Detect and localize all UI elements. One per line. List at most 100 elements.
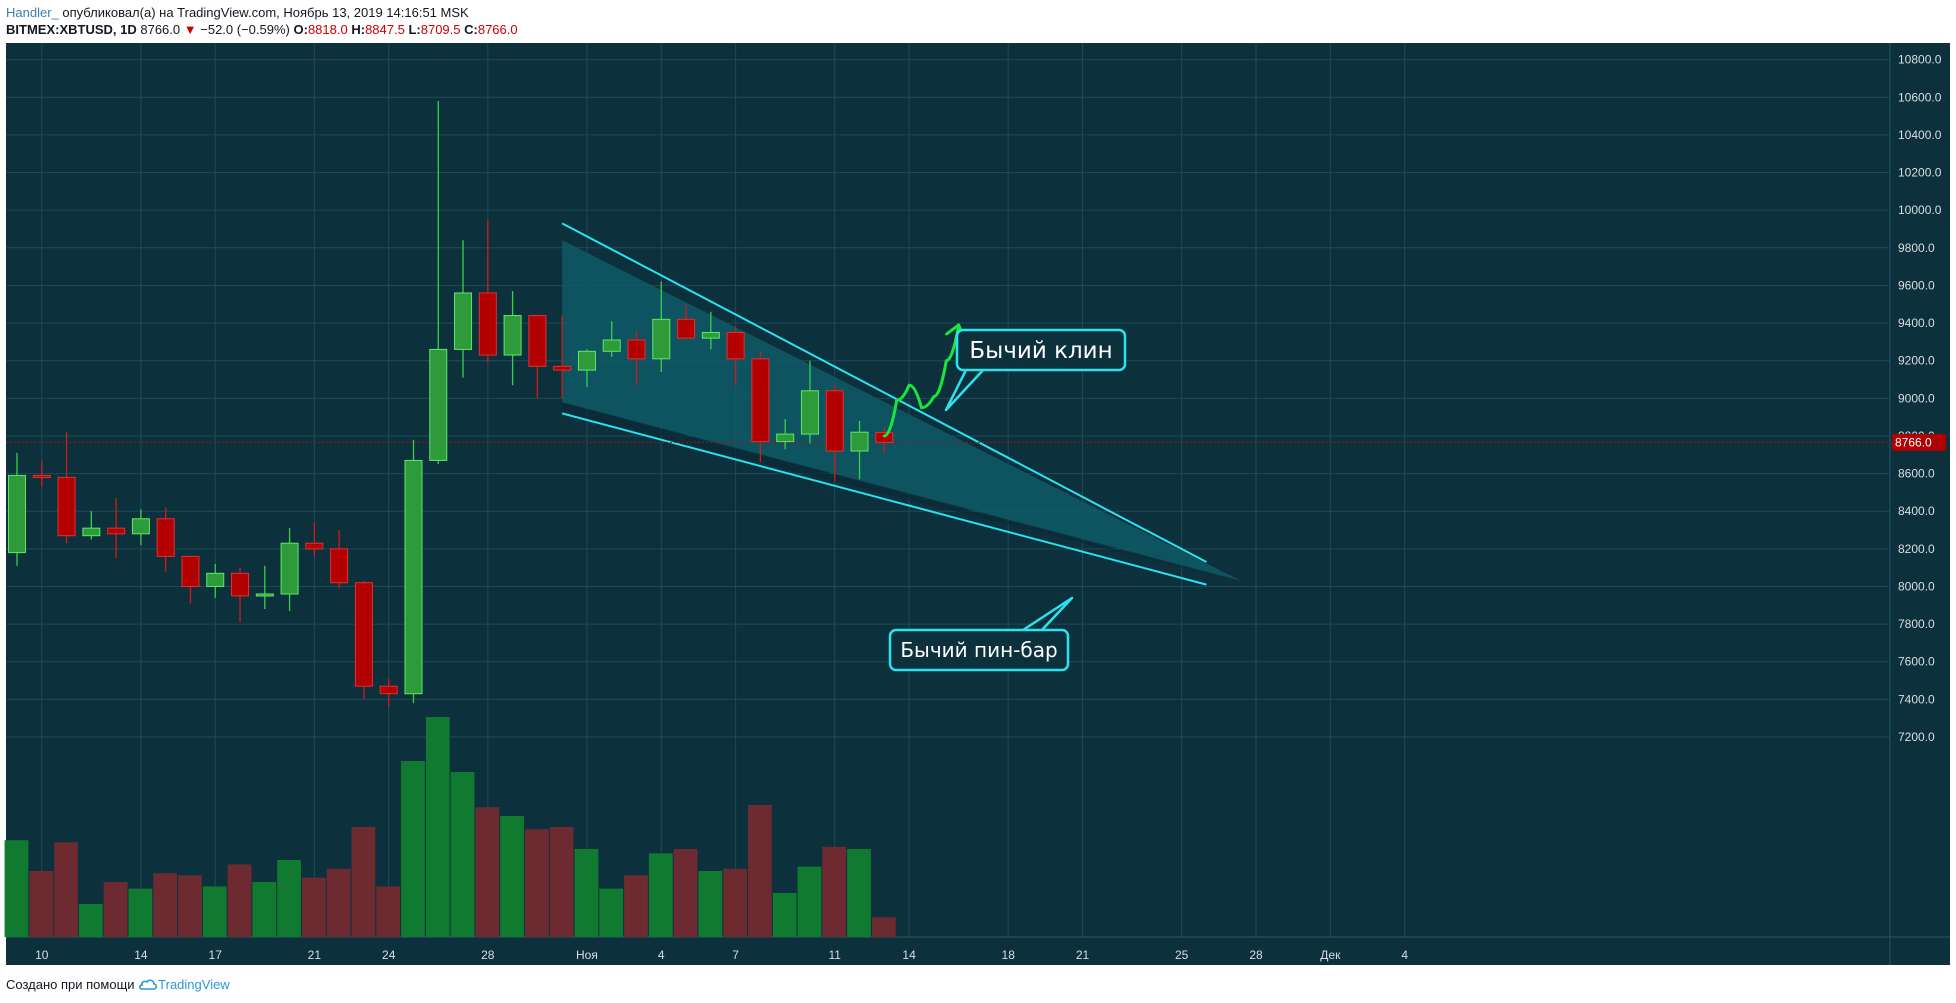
volume-bar [178, 875, 202, 937]
volume-bar [376, 886, 401, 937]
wedge-shadow [562, 403, 1242, 583]
x-tick-label: Ноя [576, 948, 598, 962]
callout-bullish-pin-bar[interactable]: Бычий пин-бар [888, 596, 1074, 672]
last-price-tag: 8766.0 [1892, 433, 1946, 451]
y-tick-label: 9200.0 [1898, 354, 1935, 368]
y-tick-label: 7400.0 [1898, 692, 1935, 706]
symbol-name: BITMEX:XBTUSD, 1D [6, 22, 137, 37]
candle-body [553, 365, 572, 371]
x-tick-label: 17 [209, 948, 223, 962]
y-tick-label: 9400.0 [1898, 316, 1935, 330]
y-tick-label: 10200.0 [1898, 166, 1942, 180]
high-value: 8847.5 [365, 22, 405, 37]
candle-body [677, 318, 696, 339]
candle-body [280, 542, 299, 595]
candle-body [454, 292, 473, 350]
y-tick-label: 10800.0 [1898, 53, 1942, 67]
y-tick-label: 10600.0 [1898, 90, 1942, 104]
x-tick-label: 24 [382, 948, 396, 962]
candle-body [726, 331, 745, 360]
volume-bar [153, 873, 178, 937]
high-label: H: [351, 22, 366, 37]
candle-body [776, 433, 795, 443]
volume-bar [500, 816, 524, 937]
wedge-fill [562, 240, 1242, 581]
x-tick-label: 10 [35, 948, 49, 962]
candle-body [602, 339, 621, 352]
low-value: 8709.5 [420, 22, 461, 37]
volume-bar [401, 761, 425, 937]
volume-bar [301, 877, 326, 937]
callout-bullish-wedge[interactable]: Бычий клин [944, 328, 1127, 412]
y-tick-label: 9800.0 [1898, 241, 1935, 255]
volume-bar [326, 868, 351, 937]
x-tick-label: 28 [1249, 948, 1263, 962]
created-with-text: Создано при помощи [6, 977, 135, 992]
candle-body [131, 518, 150, 535]
volume-bar [599, 888, 624, 937]
volume-bar [723, 868, 748, 937]
candle-body [8, 474, 26, 554]
volume-bar [54, 842, 78, 937]
author-link[interactable]: Handler_ [6, 5, 59, 20]
volume-bar [450, 772, 475, 937]
footer: Создано при помощи TradingView [6, 977, 230, 992]
candle-body [231, 572, 250, 597]
tradingview-cloud-icon[interactable] [138, 977, 158, 992]
y-tick-label: 9600.0 [1898, 278, 1935, 292]
volume-bar [698, 871, 723, 937]
volume-bar [351, 827, 376, 937]
volume-bar [822, 846, 847, 937]
candle-body [652, 318, 671, 360]
last-price: 8766.0 [140, 22, 181, 37]
y-tick-label: 8600.0 [1898, 467, 1935, 481]
volume-bar [29, 871, 54, 937]
candle-body [57, 476, 76, 537]
y-tick-label: 10000.0 [1898, 203, 1942, 217]
price-tag-box [1892, 433, 1946, 451]
chart-background [6, 43, 1890, 965]
x-tick-label: 4 [1401, 948, 1408, 962]
publish-info: опубликовал(а) на TradingView.com, Ноябр… [58, 5, 469, 20]
x-tick-label: 21 [308, 948, 322, 962]
volume-bar [78, 904, 103, 937]
volume-bar [524, 829, 549, 937]
volume-bar [475, 807, 500, 937]
candle-body [379, 685, 398, 695]
close-value: 8766.0 [477, 22, 518, 37]
y-tick-label: 9000.0 [1898, 391, 1935, 405]
candle-body [354, 582, 373, 687]
candle-body [404, 459, 423, 695]
x-tick-label: Дек [1320, 948, 1341, 962]
candle-body [825, 390, 844, 452]
volume-bar [871, 917, 896, 937]
wedge-lower-line [561, 412, 1207, 586]
callout-box [955, 328, 1127, 372]
y-tick-label: 8400.0 [1898, 504, 1935, 518]
x-tick-label: 18 [1002, 948, 1016, 962]
volume-bar [252, 882, 277, 937]
volume-bar [624, 875, 648, 937]
candle-body [751, 358, 770, 443]
close-label: C: [464, 22, 478, 37]
candle-body [107, 527, 126, 535]
volume-bar [227, 864, 252, 937]
open-label: O: [293, 22, 308, 37]
volume-bar [772, 893, 797, 937]
candle-body [206, 572, 225, 587]
tradingview-link[interactable]: TradingView [158, 977, 230, 992]
callout-text: Бычий пин-бар [900, 638, 1057, 662]
volume-bar [425, 717, 450, 937]
price-tag-text: 8766.0 [1895, 435, 1932, 449]
volume-bar [103, 882, 128, 937]
wedge-pattern [561, 222, 1242, 586]
x-tick-label: 21 [1076, 948, 1090, 962]
symbol-line: BITMEX:XBTUSD, 1D 8766.0 ▼ −52.0 (−0.59%… [6, 22, 518, 37]
candle-body [156, 518, 175, 557]
candle-body [875, 432, 894, 443]
candle-body [305, 542, 324, 550]
callout-text: Бычий клин [969, 338, 1112, 364]
price-axis-panel[interactable] [1890, 43, 1950, 965]
candle-body [330, 548, 349, 584]
